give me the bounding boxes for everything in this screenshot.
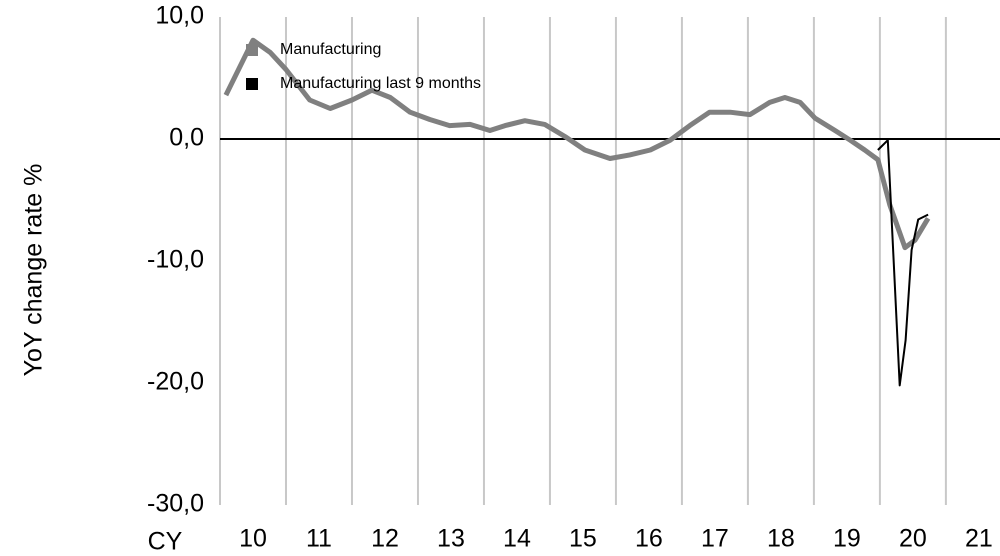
legend: Manufacturing	[280, 41, 381, 58]
legend-swatch	[246, 44, 258, 56]
y-tick-label: 0,0	[169, 124, 204, 152]
x-tick-label: 17	[701, 525, 729, 553]
x-tick-label: 16	[635, 525, 663, 553]
x-tick-label: 14	[503, 525, 531, 553]
series-line	[223, 37, 931, 251]
x-tick-label: 21	[965, 525, 993, 553]
x-axis-label: CY	[148, 528, 183, 556]
y-tick-label: 10,0	[155, 2, 204, 30]
x-tick-label: 15	[569, 525, 597, 553]
y-tick-label: -10,0	[147, 246, 204, 274]
y-axis-label: YoY change rate %	[20, 164, 48, 377]
legend: Manufacturing last 9 months	[280, 75, 481, 92]
legend-swatch	[246, 78, 258, 90]
series-line	[877, 139, 929, 387]
x-tick-label: 18	[767, 525, 795, 553]
x-tick-label: 20	[899, 525, 927, 553]
y-tick-label: -20,0	[147, 368, 204, 396]
x-tick-label: 12	[371, 525, 399, 553]
x-tick-label: 13	[437, 525, 465, 553]
y-tick-label: -30,0	[147, 490, 204, 518]
x-tick-label: 11	[306, 525, 332, 553]
x-tick-label: 10	[239, 525, 267, 553]
x-tick-label: 19	[833, 525, 861, 553]
